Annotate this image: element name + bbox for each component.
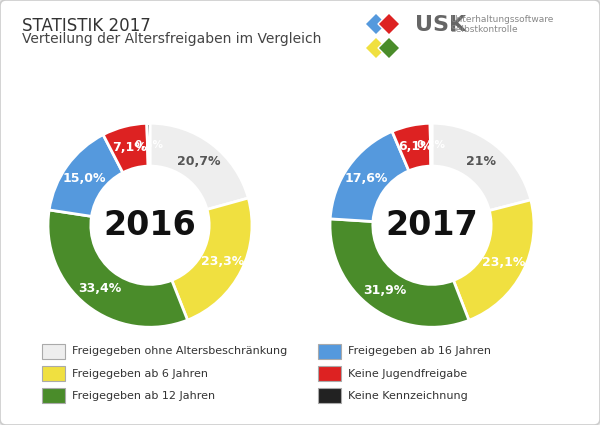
Text: 6,1%: 6,1% (398, 140, 433, 153)
Wedge shape (432, 123, 531, 210)
Text: 2016: 2016 (104, 209, 196, 242)
Text: Freigegeben ab 12 Jahren: Freigegeben ab 12 Jahren (72, 391, 215, 401)
Wedge shape (330, 131, 409, 221)
Wedge shape (150, 123, 248, 210)
Wedge shape (430, 123, 432, 166)
Polygon shape (365, 37, 387, 59)
Text: 23,3%: 23,3% (200, 255, 244, 268)
Text: Keine Jugendfreigabe: Keine Jugendfreigabe (348, 368, 467, 379)
Text: Keine Kennzeichnung: Keine Kennzeichnung (348, 391, 468, 401)
Text: Unterhaltungssoftware: Unterhaltungssoftware (450, 14, 553, 23)
Text: 17,6%: 17,6% (344, 172, 388, 185)
Wedge shape (49, 135, 123, 216)
Text: 0,3%: 0,3% (417, 140, 446, 150)
Text: USK: USK (415, 15, 466, 35)
Polygon shape (365, 13, 387, 35)
Wedge shape (147, 123, 150, 166)
Wedge shape (172, 198, 252, 320)
Text: 2017: 2017 (386, 209, 478, 242)
Text: Verteilung der Altersfreigaben im Vergleich: Verteilung der Altersfreigaben im Vergle… (22, 32, 322, 46)
Text: Freigegeben ohne Altersbeschränkung: Freigegeben ohne Altersbeschränkung (72, 346, 287, 357)
Text: 7,1%: 7,1% (112, 141, 147, 154)
Wedge shape (392, 123, 431, 171)
Wedge shape (103, 123, 148, 173)
Text: Selbstkontrolle: Selbstkontrolle (450, 25, 518, 34)
Polygon shape (378, 13, 400, 35)
Wedge shape (454, 200, 534, 320)
Text: 33,4%: 33,4% (78, 282, 121, 295)
Wedge shape (48, 210, 188, 327)
Text: 20,7%: 20,7% (177, 155, 221, 167)
Text: STATISTIK 2017: STATISTIK 2017 (22, 17, 151, 35)
Polygon shape (378, 37, 400, 59)
Text: 0,5%: 0,5% (134, 140, 163, 150)
Text: 23,1%: 23,1% (482, 255, 526, 269)
Text: 31,9%: 31,9% (363, 284, 406, 297)
Text: 15,0%: 15,0% (63, 172, 106, 185)
Text: Freigegeben ab 6 Jahren: Freigegeben ab 6 Jahren (72, 368, 208, 379)
Text: 21%: 21% (466, 155, 496, 168)
Wedge shape (330, 219, 469, 327)
Text: Freigegeben ab 16 Jahren: Freigegeben ab 16 Jahren (348, 346, 491, 357)
